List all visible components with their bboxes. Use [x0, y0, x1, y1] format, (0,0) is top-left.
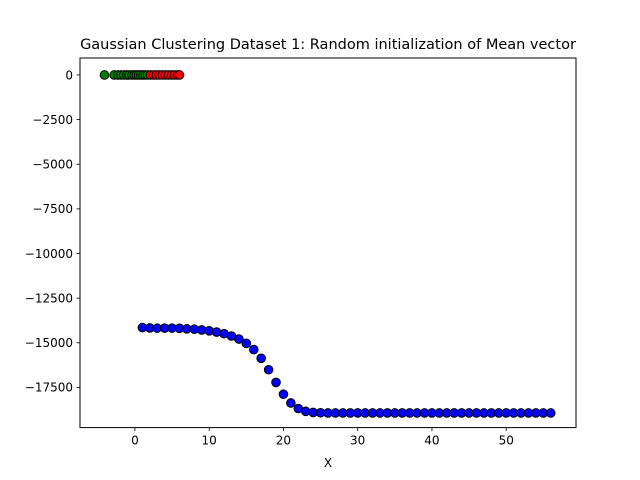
data-point: [241, 338, 252, 349]
x-axis-label: X: [324, 456, 332, 470]
y-tick-label: −17500: [25, 381, 73, 395]
x-tick-label: 30: [350, 434, 365, 448]
x-tick-label: 10: [202, 434, 217, 448]
plot-frame: [79, 57, 577, 429]
y-tick-label: −12500: [25, 291, 73, 305]
data-point: [286, 398, 296, 408]
x-axis: 0 10 20 30 40 50: [131, 427, 514, 448]
x-tick-label: 50: [499, 434, 514, 448]
points-layer: [99, 70, 556, 418]
data-point: [234, 334, 244, 344]
data-point: [248, 344, 259, 355]
x-tick-label: 20: [276, 434, 291, 448]
y-tick-label: −15000: [25, 336, 73, 350]
data-point: [263, 364, 274, 375]
chart-title: Gaussian Clustering Dataset 1: Random in…: [80, 37, 576, 53]
data-point: [256, 353, 266, 364]
y-tick-label: −7500: [32, 202, 73, 216]
data-point: [278, 389, 289, 400]
y-axis: 0 −2500 −5000 −7500 −10000 −12500 −15000 −17500: [25, 68, 80, 395]
data-point: [174, 70, 185, 80]
y-tick-label: −5000: [32, 158, 73, 172]
x-tick-label: 0: [131, 434, 139, 448]
y-tick-label: −10000: [25, 247, 73, 261]
data-point: [99, 70, 110, 80]
data-point: [545, 408, 556, 418]
data-point: [271, 377, 281, 388]
x-tick-label: 40: [424, 434, 439, 448]
y-tick-label: 0: [65, 68, 73, 82]
y-tick-label: −2500: [32, 113, 73, 127]
